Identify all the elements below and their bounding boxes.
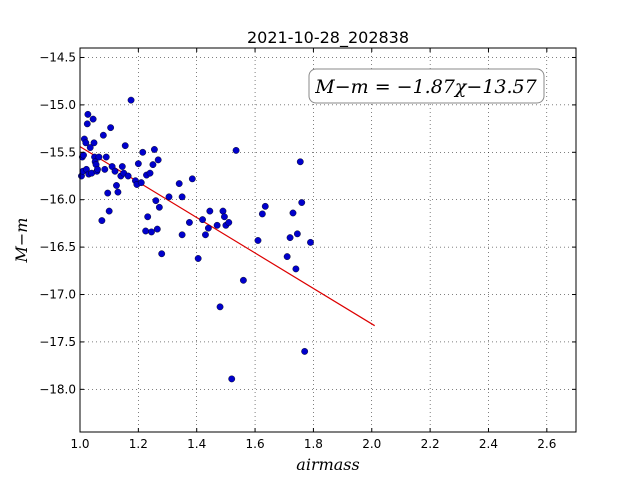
x-tick-label: 2.6 (537, 437, 556, 451)
plot-frame (79, 47, 577, 433)
data-point (293, 230, 301, 238)
x-tick-label: 1.6 (246, 437, 265, 451)
x-tick-label: 2.4 (479, 437, 498, 451)
data-point (113, 182, 120, 189)
data-point (149, 161, 157, 169)
y-tick-label: −17.5 (39, 335, 76, 349)
data-point (261, 202, 269, 210)
data-point (155, 203, 163, 211)
y-tick-label: −15.5 (39, 145, 76, 159)
data-point (142, 227, 150, 235)
data-point (86, 144, 94, 151)
data-point (83, 120, 91, 128)
data-point (124, 172, 132, 180)
data-point (296, 158, 304, 166)
data-point (121, 142, 129, 150)
data-point (202, 231, 209, 239)
data-point (82, 139, 90, 147)
data-point (254, 237, 262, 244)
data-point (95, 153, 103, 161)
data-point (194, 255, 202, 262)
y-tick-label: −17.0 (39, 288, 76, 302)
data-point (307, 238, 314, 246)
data-point (114, 188, 122, 196)
data-point (225, 219, 233, 226)
data-point (301, 348, 309, 355)
data-point (102, 153, 110, 161)
data-point (98, 217, 106, 224)
x-axis-label: airmass (296, 455, 359, 474)
y-tick-label: −15.0 (39, 98, 76, 112)
data-point (298, 199, 306, 206)
data-point (104, 189, 112, 197)
y-tick-label: −16.5 (39, 240, 76, 254)
data-point (289, 209, 297, 217)
data-point (146, 169, 154, 177)
data-point (118, 163, 126, 170)
data-point (165, 193, 173, 201)
y-tick-labels: −14.5 −15.0 −15.5 −16.0 −16.5 −17.0 −17.5 −18.0 (39, 50, 76, 396)
data-point (90, 139, 98, 147)
data-point (150, 146, 158, 153)
data-point (213, 221, 221, 229)
data-point (80, 151, 87, 159)
data-point (94, 165, 101, 173)
data-point (199, 216, 206, 224)
x-tick-label: 1.2 (129, 437, 148, 451)
data-point (134, 160, 142, 168)
axis-ticks (79, 48, 576, 432)
fit-equation-frame (308, 68, 545, 104)
data-points (78, 96, 314, 383)
data-point (221, 213, 228, 221)
data-point (232, 146, 240, 154)
data-point (148, 228, 155, 236)
data-point (101, 165, 109, 173)
data-point (158, 250, 166, 258)
data-point (107, 124, 115, 132)
data-point (239, 276, 247, 284)
x-tick-label: 1.0 (70, 437, 89, 451)
data-point (152, 197, 160, 205)
data-point (283, 253, 291, 260)
data-point (292, 265, 300, 273)
data-point (206, 207, 214, 215)
fit-equation-box: M−m = −1.87χ−13.57 (308, 68, 545, 104)
data-point (105, 207, 113, 215)
y-tick-label: −16.0 (39, 193, 76, 207)
data-point (139, 148, 147, 156)
data-point (127, 96, 135, 104)
x-tick-label: 1.8 (304, 437, 323, 451)
data-point (84, 110, 92, 118)
y-tick-label: −18.0 (39, 382, 76, 396)
x-tick-label: 2.2 (421, 437, 440, 451)
data-point (144, 213, 152, 221)
data-point (178, 231, 186, 239)
data-point (153, 225, 161, 233)
data-point (228, 375, 236, 383)
y-tick-label: −14.5 (39, 50, 76, 64)
data-point (258, 210, 266, 218)
data-point (175, 180, 183, 187)
data-point (188, 175, 196, 183)
data-point (178, 193, 186, 201)
data-point (286, 234, 294, 242)
data-point (216, 303, 224, 311)
x-tick-label: 2.0 (362, 437, 381, 451)
y-axis-label: M−m (12, 218, 31, 264)
data-point (154, 156, 162, 164)
data-point (219, 207, 227, 215)
x-tick-labels: 1.0 1.2 1.4 1.6 1.8 2.0 2.2 2.4 2.6 (70, 437, 556, 451)
data-point (89, 115, 97, 123)
grid-lines (79, 48, 576, 432)
chart-title: 2021-10-28_202838 (247, 28, 409, 48)
data-point (111, 167, 119, 175)
data-point (186, 219, 193, 226)
data-point (204, 224, 212, 232)
data-point (137, 179, 145, 187)
x-tick-label: 1.4 (187, 437, 206, 451)
fit-equation: M−m = −1.87χ−13.57 (314, 76, 537, 98)
data-point (99, 131, 107, 139)
